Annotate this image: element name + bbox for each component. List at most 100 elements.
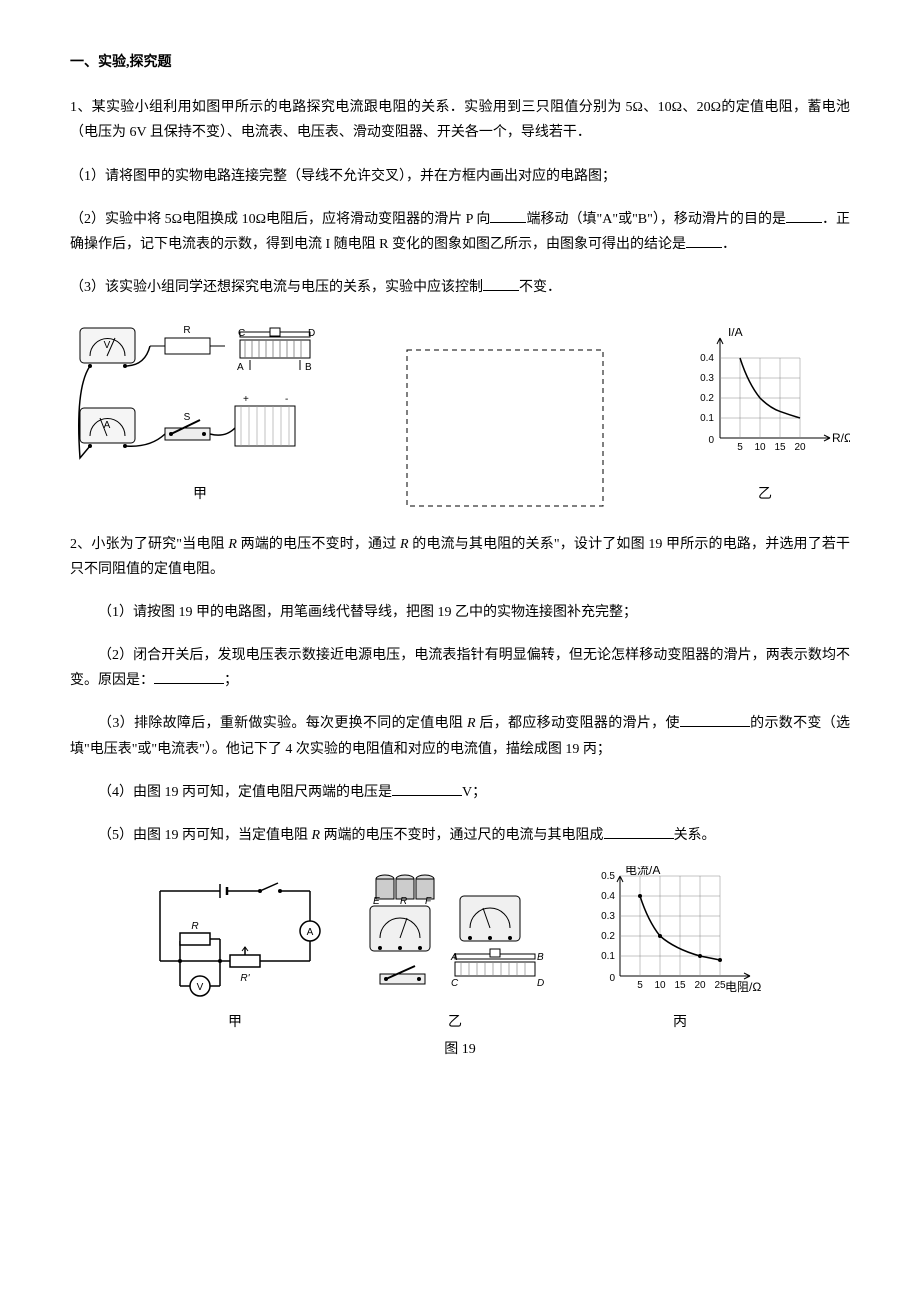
q1-p2: （2）实验中将 5Ω电阻换成 10Ω电阻后，应将滑动变阻器的滑片 P 向 端移动（… <box>70 207 850 257</box>
q2-p4a: （4）由图 19 丙可知，定值电阻尺两端的电压是 <box>98 785 392 800</box>
q1-fig-jia: V R A B C D <box>70 318 330 507</box>
chart-ir-2: 0.1 0.2 0.3 0.4 0.5 5 10 15 20 25 0 电流/A… <box>585 866 775 1006</box>
svg-text:V: V <box>104 340 111 351</box>
svg-text:R: R <box>183 325 190 336</box>
svg-text:R': R' <box>240 973 250 984</box>
svg-text:电阻/Ω: 电阻/Ω <box>725 980 761 994</box>
svg-text:A: A <box>104 420 111 431</box>
question-1: 1、某实验小组利用如图甲所示的电路探究电流跟电阻的关系．实验用到三只阻值分别为 … <box>70 95 850 507</box>
dashed-box-icon <box>405 348 605 508</box>
q2-p3a: （3）排除故障后，重新做实验。每次更换不同的定值电阻 <box>98 716 467 731</box>
q2-p4b: V； <box>462 785 486 800</box>
svg-text:R: R <box>400 896 407 907</box>
section-title: 一、实验,探究题 <box>70 50 850 75</box>
svg-text:A: A <box>237 362 244 373</box>
svg-text:5: 5 <box>737 442 743 453</box>
svg-text:+: + <box>243 394 249 405</box>
q2-fig-jia: A R' R <box>145 876 325 1035</box>
blank <box>786 209 822 223</box>
svg-text:R/Ω: R/Ω <box>832 431 850 445</box>
svg-text:I/A: I/A <box>728 328 743 339</box>
svg-text:0.5: 0.5 <box>601 871 615 882</box>
q1-fig-box <box>405 348 605 508</box>
svg-text:15: 15 <box>674 980 686 991</box>
blank <box>392 782 462 796</box>
svg-text:D: D <box>308 328 315 339</box>
svg-text:20: 20 <box>794 442 806 453</box>
apparatus-icon: E R F A B C D <box>355 866 555 1006</box>
q2-p2b: ； <box>224 673 238 688</box>
q2-p4: （4）由图 19 丙可知，定值电阻尺两端的电压是 V； <box>70 780 850 805</box>
q1-p3: （3）该实验小组同学还想探究电流与电压的关系，实验中应该控制 不变． <box>70 275 850 300</box>
blank <box>483 277 519 291</box>
svg-text:D: D <box>537 978 544 989</box>
q1-p3a: （3）该实验小组同学还想探究电流与电压的关系，实验中应该控制 <box>70 280 483 295</box>
q1-intro: 1、某实验小组利用如图甲所示的电路探究电流跟电阻的关系．实验用到三只阻值分别为 … <box>70 95 850 145</box>
svg-text:0.3: 0.3 <box>700 373 714 384</box>
q2-p1: （1）请按图 19 甲的电路图，用笔画线代替导线，把图 19 乙中的实物连接图补… <box>70 600 850 625</box>
q2-fig-bing: 0.1 0.2 0.3 0.4 0.5 5 10 15 20 25 0 电流/A… <box>585 866 775 1035</box>
svg-text:0.4: 0.4 <box>700 353 714 364</box>
q2-p5b: 两端的电压不变时，通过尺的电流与其电阻成 <box>320 828 604 843</box>
svg-text:0: 0 <box>708 435 714 446</box>
svg-text:0: 0 <box>609 973 615 984</box>
q2-intro-r2: R <box>400 537 409 552</box>
q2-intro: 2、小张为了研究"当电阻 R 两端的电压不变时，通过 R 的电流与其电阻的关系"… <box>70 532 850 582</box>
svg-text:A: A <box>307 927 314 938</box>
q1-fig-yi: 0.1 0.2 0.3 0.4 5 10 15 20 0 I/A R/Ω 乙 <box>680 328 850 507</box>
svg-text:F: F <box>425 896 432 907</box>
q2-p3: （3）排除故障后，重新做实验。每次更换不同的定值电阻 R 后，都应移动变阻器的滑… <box>70 711 850 761</box>
q2-fig-combined-label: 图 19 <box>70 1037 850 1062</box>
q1-p3b: 不变． <box>519 280 561 295</box>
svg-text:C: C <box>238 328 245 339</box>
q2-p3b: 后，都应移动变阻器的滑片，使 <box>476 716 680 731</box>
q2-intro-r1: R <box>228 537 237 552</box>
svg-text:10: 10 <box>754 442 766 453</box>
svg-text:5: 5 <box>637 980 643 991</box>
blank <box>680 713 750 727</box>
blank <box>604 825 674 839</box>
q2-p5-r: R <box>312 828 321 843</box>
q1-p2d: ． <box>722 237 736 252</box>
svg-text:A: A <box>450 952 458 963</box>
svg-text:10: 10 <box>654 980 666 991</box>
svg-text:B: B <box>305 362 312 373</box>
q2-fig-yi-label: 乙 <box>448 1010 462 1035</box>
svg-text:20: 20 <box>694 980 706 991</box>
svg-text:0.2: 0.2 <box>700 393 714 404</box>
q2-intro-b: 两端的电压不变时，通过 <box>237 537 400 552</box>
q2-p5: （5）由图 19 丙可知，当定值电阻 R 两端的电压不变时，通过尺的电流与其电阻… <box>70 823 850 848</box>
blank <box>490 209 526 223</box>
svg-text:0.1: 0.1 <box>601 951 615 962</box>
svg-text:R: R <box>191 921 198 932</box>
q2-p3-r: R <box>467 716 476 731</box>
svg-text:15: 15 <box>774 442 786 453</box>
svg-text:B: B <box>537 952 544 963</box>
svg-text:V: V <box>197 982 204 993</box>
q2-fig-yi: E R F A B C D <box>355 866 555 1035</box>
svg-text:0.3: 0.3 <box>601 911 615 922</box>
q2-fig-jia-label: 甲 <box>228 1010 242 1035</box>
circuit-apparatus-icon: V R A B C D <box>70 318 330 478</box>
q1-p2b: 端移动（填"A"或"B"），移动滑片的目的是 <box>526 212 786 227</box>
svg-text:电流/A: 电流/A <box>625 866 660 877</box>
q2-intro-a: 2、小张为了研究"当电阻 <box>70 537 228 552</box>
q2-figures: A R' R <box>70 866 850 1035</box>
q1-fig-yi-label: 乙 <box>758 482 772 507</box>
q2-p5c: 关系。 <box>674 828 716 843</box>
svg-text:0.4: 0.4 <box>601 891 615 902</box>
q1-p1: （1）请将图甲的实物电路连接完整（导线不允许交叉），并在方框内画出对应的电路图； <box>70 164 850 189</box>
blank <box>686 234 722 248</box>
svg-text:S: S <box>184 412 191 423</box>
svg-text:-: - <box>285 394 288 405</box>
svg-text:E: E <box>373 896 380 907</box>
svg-text:C: C <box>451 978 459 989</box>
q2-fig-bing-label: 丙 <box>673 1010 687 1035</box>
blank <box>154 670 224 684</box>
svg-text:0.2: 0.2 <box>601 931 615 942</box>
question-2: 2、小张为了研究"当电阻 R 两端的电压不变时，通过 R 的电流与其电阻的关系"… <box>70 532 850 1063</box>
q2-p2: （2）闭合开关后，发现电压表示数接近电源电压，电流表指针有明显偏转，但无论怎样移… <box>70 643 850 693</box>
q1-figures: V R A B C D <box>70 318 850 507</box>
q1-p2a: （2）实验中将 5Ω电阻换成 10Ω电阻后，应将滑动变阻器的滑片 P 向 <box>70 212 490 227</box>
chart-ir: 0.1 0.2 0.3 0.4 5 10 15 20 0 I/A R/Ω <box>680 328 850 478</box>
